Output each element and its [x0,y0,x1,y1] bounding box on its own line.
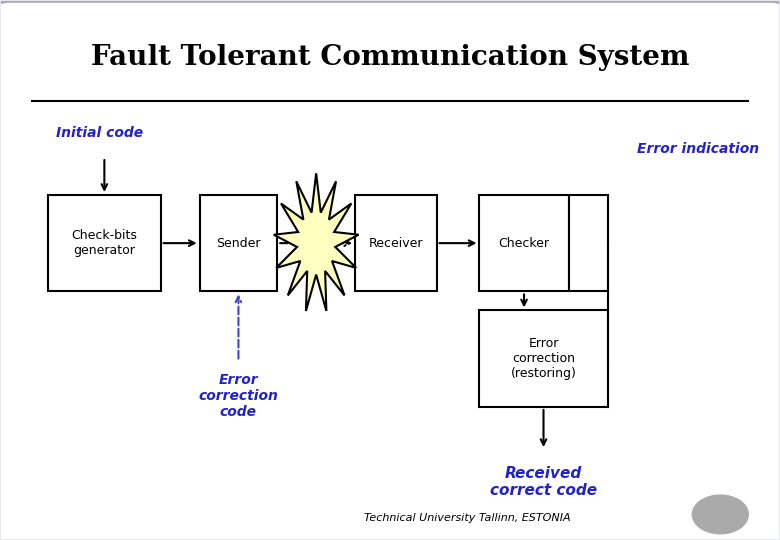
FancyBboxPatch shape [480,195,569,292]
FancyBboxPatch shape [200,195,278,292]
Text: Sender: Sender [216,237,261,249]
Text: Error
correction
code: Error correction code [198,373,278,420]
Circle shape [693,495,748,534]
Text: Check-bits
generator: Check-bits generator [72,229,137,257]
Text: Receiver: Receiver [369,237,423,249]
Text: Fault Tolerant Communication System: Fault Tolerant Communication System [90,44,690,71]
Polygon shape [274,173,359,311]
Text: Error
correction
(restoring): Error correction (restoring) [511,337,576,380]
Text: Received
correct code: Received correct code [490,466,597,498]
Text: Error indication: Error indication [637,142,759,156]
FancyBboxPatch shape [48,195,161,292]
FancyBboxPatch shape [355,195,437,292]
FancyBboxPatch shape [569,195,608,292]
Text: Checker: Checker [498,237,550,249]
Text: Initial code: Initial code [56,126,143,140]
Text: Technical University Tallinn, ESTONIA: Technical University Tallinn, ESTONIA [364,513,571,523]
FancyBboxPatch shape [480,310,608,407]
